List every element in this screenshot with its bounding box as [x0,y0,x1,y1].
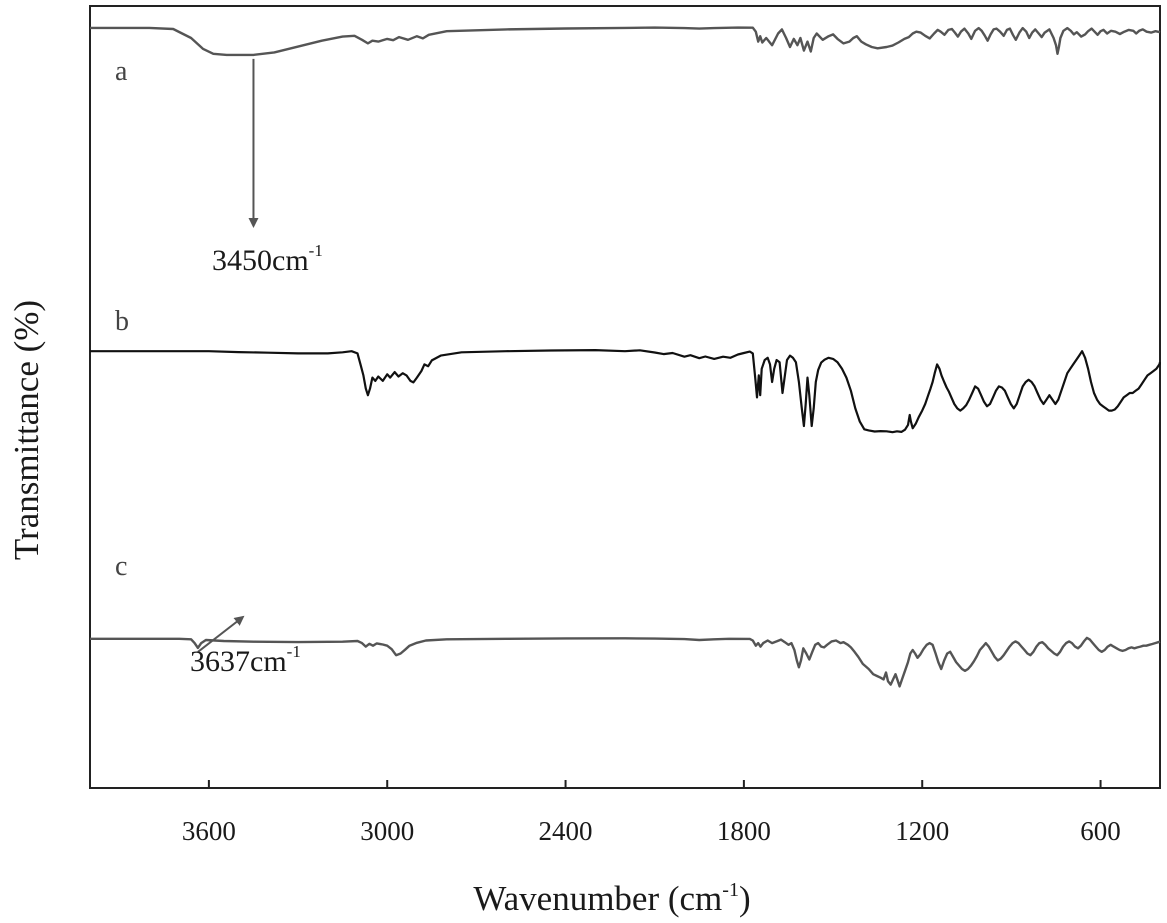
x-tick-label-1800: 1800 [717,816,771,846]
series-label-a: a [115,56,128,87]
x-axis-title: Wavenumber (cm-1) [473,879,750,918]
annotation-label-a: 3450cm-1 [212,241,323,277]
x-axis-title-unit-exp: -1 [722,879,739,901]
x-tick-label-2400: 2400 [539,816,593,846]
x-tick-label-600: 600 [1080,816,1121,846]
x-tick-group: 3600 3000 2400 1800 1200 600 [182,780,1121,846]
series-label-b: b [115,306,129,337]
x-tick-label-1200: 1200 [895,816,949,846]
x-tick-label-3000: 3000 [360,816,414,846]
y-axis-title: Transmittance (%) [7,300,46,560]
x-tick-label-3600: 3600 [182,816,236,846]
x-axis-title-main: Wavenumber [473,879,659,918]
annotation-label-c: 3637cm-1 [190,642,301,678]
series-label-c: c [115,551,127,582]
x-axis-title-unit: cm [680,879,723,918]
